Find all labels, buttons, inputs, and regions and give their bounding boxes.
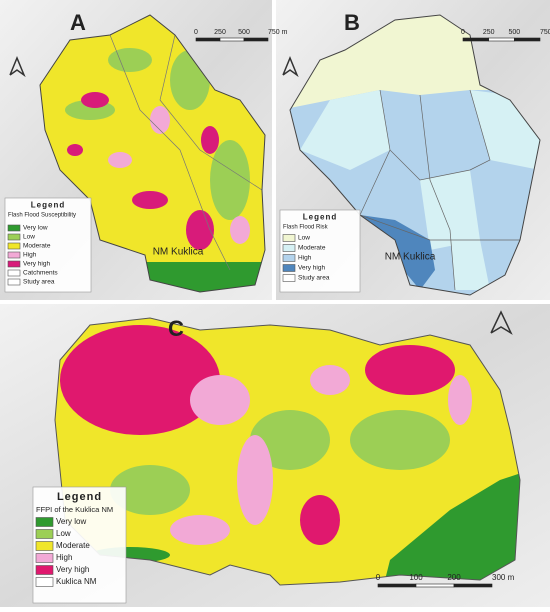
scale-segment — [488, 37, 515, 42]
north-arrow — [9, 56, 513, 335]
scale-label: 300 m — [492, 573, 515, 582]
legend-label: High — [56, 553, 72, 562]
legend-label: Moderate — [56, 541, 90, 550]
legend-label: Moderate — [23, 243, 51, 250]
legend-label: Very high — [23, 261, 50, 268]
scale-segment — [514, 37, 541, 42]
legend-title: Legend — [57, 491, 102, 503]
legend-label: Catchments — [23, 270, 58, 277]
scale-label: 200 — [447, 573, 461, 582]
legend-subtitle: Flash Flood Risk — [283, 224, 329, 230]
legend-swatch — [35, 517, 54, 527]
legend-subtitle: Flash Flood Susceptibility — [8, 212, 76, 218]
legend-label: Very high — [298, 265, 325, 272]
scale-label: 500 — [508, 29, 520, 36]
scale-label: 750 m — [268, 29, 288, 36]
panel-label: A — [70, 10, 86, 35]
legend-swatch — [282, 244, 296, 252]
legend-swatch — [282, 264, 296, 272]
panel-label: C — [168, 316, 184, 341]
legend-swatch — [282, 254, 296, 262]
legend-swatch — [35, 577, 54, 587]
scale-segment — [195, 37, 221, 42]
legend-label: High — [23, 252, 37, 259]
legend-label: Moderate — [298, 245, 326, 252]
legend-label: Study area — [23, 279, 55, 286]
legend-swatch — [35, 541, 54, 551]
legend-label: Low — [298, 235, 310, 242]
legend-swatch — [35, 529, 54, 539]
scale-label: 500 — [238, 29, 250, 36]
legend-title: Legend — [31, 200, 65, 209]
legend-label: Very high — [56, 565, 89, 574]
legend-swatch — [7, 260, 21, 268]
legend-swatch — [282, 274, 296, 282]
legend-swatch — [7, 224, 21, 232]
scale-label: 750 m — [540, 29, 550, 36]
place-label: NM Kuklica — [385, 252, 436, 263]
legend-swatch — [7, 251, 21, 259]
legend-label: Study area — [298, 275, 330, 282]
legend-label: Low — [23, 234, 35, 241]
legend-label: Low — [56, 529, 71, 538]
scale-segment — [243, 37, 269, 42]
legend-swatch — [7, 233, 21, 241]
scale-segment — [219, 37, 245, 42]
scale-segment — [415, 583, 455, 588]
scale-segment — [377, 583, 417, 588]
legend-title: Legend — [303, 212, 337, 221]
legend-label: High — [298, 255, 312, 262]
legend-subtitle: FFPI of the Kuklica NM — [36, 505, 113, 514]
legend-label: Kuklica NM — [56, 577, 97, 586]
scale-label: 250 — [483, 29, 495, 36]
ffpi-map — [55, 318, 520, 585]
panel-label: B — [344, 10, 360, 35]
scale-segment — [462, 37, 489, 42]
scale-segment — [453, 583, 493, 588]
place-label: NM Kuklica — [153, 247, 204, 258]
scale-label: 250 — [214, 29, 226, 36]
legend-swatch — [282, 234, 296, 242]
legend-swatch — [7, 242, 21, 250]
scale-label: 0 — [461, 29, 465, 36]
legend-swatch — [35, 565, 54, 575]
legend-swatch — [7, 269, 21, 277]
legend-swatch — [35, 553, 54, 563]
scale-label: 0 — [194, 29, 198, 36]
scale-label: 100 — [409, 573, 423, 582]
legend-label: Very low — [23, 225, 48, 232]
legend-label: Very low — [56, 517, 86, 526]
scale-label: 0 — [376, 573, 381, 582]
legend-swatch — [7, 278, 21, 286]
